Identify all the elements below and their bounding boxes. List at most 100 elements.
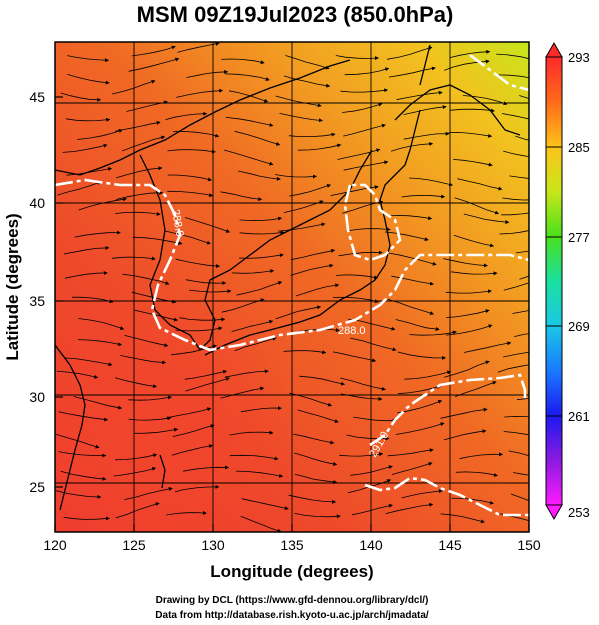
x-axis-label: Longitude (degrees) xyxy=(210,562,373,581)
streamline xyxy=(57,181,102,196)
streamline xyxy=(463,213,510,225)
streamline xyxy=(166,510,207,516)
streamline xyxy=(71,296,114,304)
streamline xyxy=(167,190,214,198)
streamline xyxy=(344,67,390,76)
x-tick-labels: 120 125 130 135 140 145 150 xyxy=(43,537,541,553)
streamline xyxy=(332,296,379,304)
streamline xyxy=(283,75,331,88)
streamline xyxy=(401,194,446,199)
streamline xyxy=(241,498,289,511)
streamline xyxy=(170,344,217,356)
coastline-honshu xyxy=(204,109,421,356)
streamline xyxy=(224,369,269,378)
streamline xyxy=(185,217,231,233)
colorbar-body xyxy=(545,56,563,506)
streamline xyxy=(167,174,212,182)
x-tick-label: 125 xyxy=(122,537,146,553)
streamline xyxy=(403,105,447,115)
credit-data: Data from http://database.rish.kyoto-u.a… xyxy=(155,610,429,621)
streamline xyxy=(184,369,228,380)
streamline xyxy=(185,377,230,392)
streamline xyxy=(294,473,338,484)
colorbar-top-extension xyxy=(545,41,563,58)
y-tick-label: 25 xyxy=(29,479,45,495)
streamline xyxy=(515,135,529,141)
streamline xyxy=(183,465,229,472)
streamline xyxy=(275,305,322,320)
streamline xyxy=(338,250,383,257)
streamline xyxy=(172,131,220,138)
y-tick-marks xyxy=(55,96,63,488)
streamline xyxy=(236,281,283,296)
x-tick-label: 135 xyxy=(280,537,304,553)
streamline xyxy=(455,471,498,477)
streamline xyxy=(115,211,161,216)
streamline xyxy=(403,131,450,140)
streamline xyxy=(167,149,216,154)
streamline xyxy=(177,42,220,53)
y-tick-label: 45 xyxy=(29,89,45,105)
streamline xyxy=(455,381,497,397)
streamline xyxy=(290,248,336,261)
streamline xyxy=(60,92,102,102)
streamline xyxy=(58,411,109,422)
streamline xyxy=(443,429,487,441)
streamline xyxy=(353,416,397,423)
streamline xyxy=(279,113,323,123)
streamline xyxy=(340,377,386,391)
streamline xyxy=(62,143,108,153)
streamline xyxy=(234,336,277,352)
streamline xyxy=(395,422,445,435)
streamline xyxy=(115,502,160,519)
streamline xyxy=(496,53,529,60)
y-tick-label: 30 xyxy=(29,389,45,405)
streamline xyxy=(240,515,282,532)
streamline xyxy=(404,370,452,380)
streamline xyxy=(176,88,224,98)
streamline xyxy=(66,117,111,122)
streamline xyxy=(166,407,212,419)
streamline xyxy=(453,234,495,248)
map-title: MSM 09Z19Jul2023 (850.0hPa) xyxy=(137,2,454,27)
contour-291-lower xyxy=(364,476,529,517)
streamline xyxy=(294,452,338,466)
streamline xyxy=(451,271,498,276)
x-tick-label: 150 xyxy=(517,537,541,553)
streamline xyxy=(299,375,346,386)
streamline xyxy=(453,159,493,167)
streamline xyxy=(457,178,503,191)
streamline xyxy=(239,216,283,222)
colorbar-tick-label: 253 xyxy=(568,505,590,520)
streamline xyxy=(56,370,99,379)
streamline xyxy=(278,222,326,232)
streamline xyxy=(512,310,529,314)
x-tick-label: 130 xyxy=(201,537,225,553)
colorbar-tick-label: 285 xyxy=(568,140,590,155)
streamline xyxy=(397,385,442,395)
streamline xyxy=(503,150,529,157)
streamline xyxy=(239,230,285,235)
streamline xyxy=(174,484,220,493)
streamline xyxy=(343,160,389,171)
streamline xyxy=(339,452,384,457)
streamline xyxy=(503,431,529,436)
streamline xyxy=(288,494,337,504)
streamline xyxy=(235,470,284,478)
streamline xyxy=(189,289,232,294)
streamline xyxy=(397,400,443,414)
streamline xyxy=(387,448,434,457)
streamline xyxy=(275,95,322,108)
streamline xyxy=(342,102,383,113)
streamline xyxy=(397,351,447,360)
streamline xyxy=(514,333,529,337)
streamline xyxy=(498,74,529,79)
colorbar: 293 285 277 269 261 253 xyxy=(545,41,590,521)
streamline xyxy=(238,170,281,181)
streamline xyxy=(499,230,529,235)
streamline xyxy=(446,309,490,318)
streamline xyxy=(515,250,529,254)
streamline xyxy=(128,57,180,72)
streamline xyxy=(348,479,392,494)
streamline xyxy=(459,452,504,460)
